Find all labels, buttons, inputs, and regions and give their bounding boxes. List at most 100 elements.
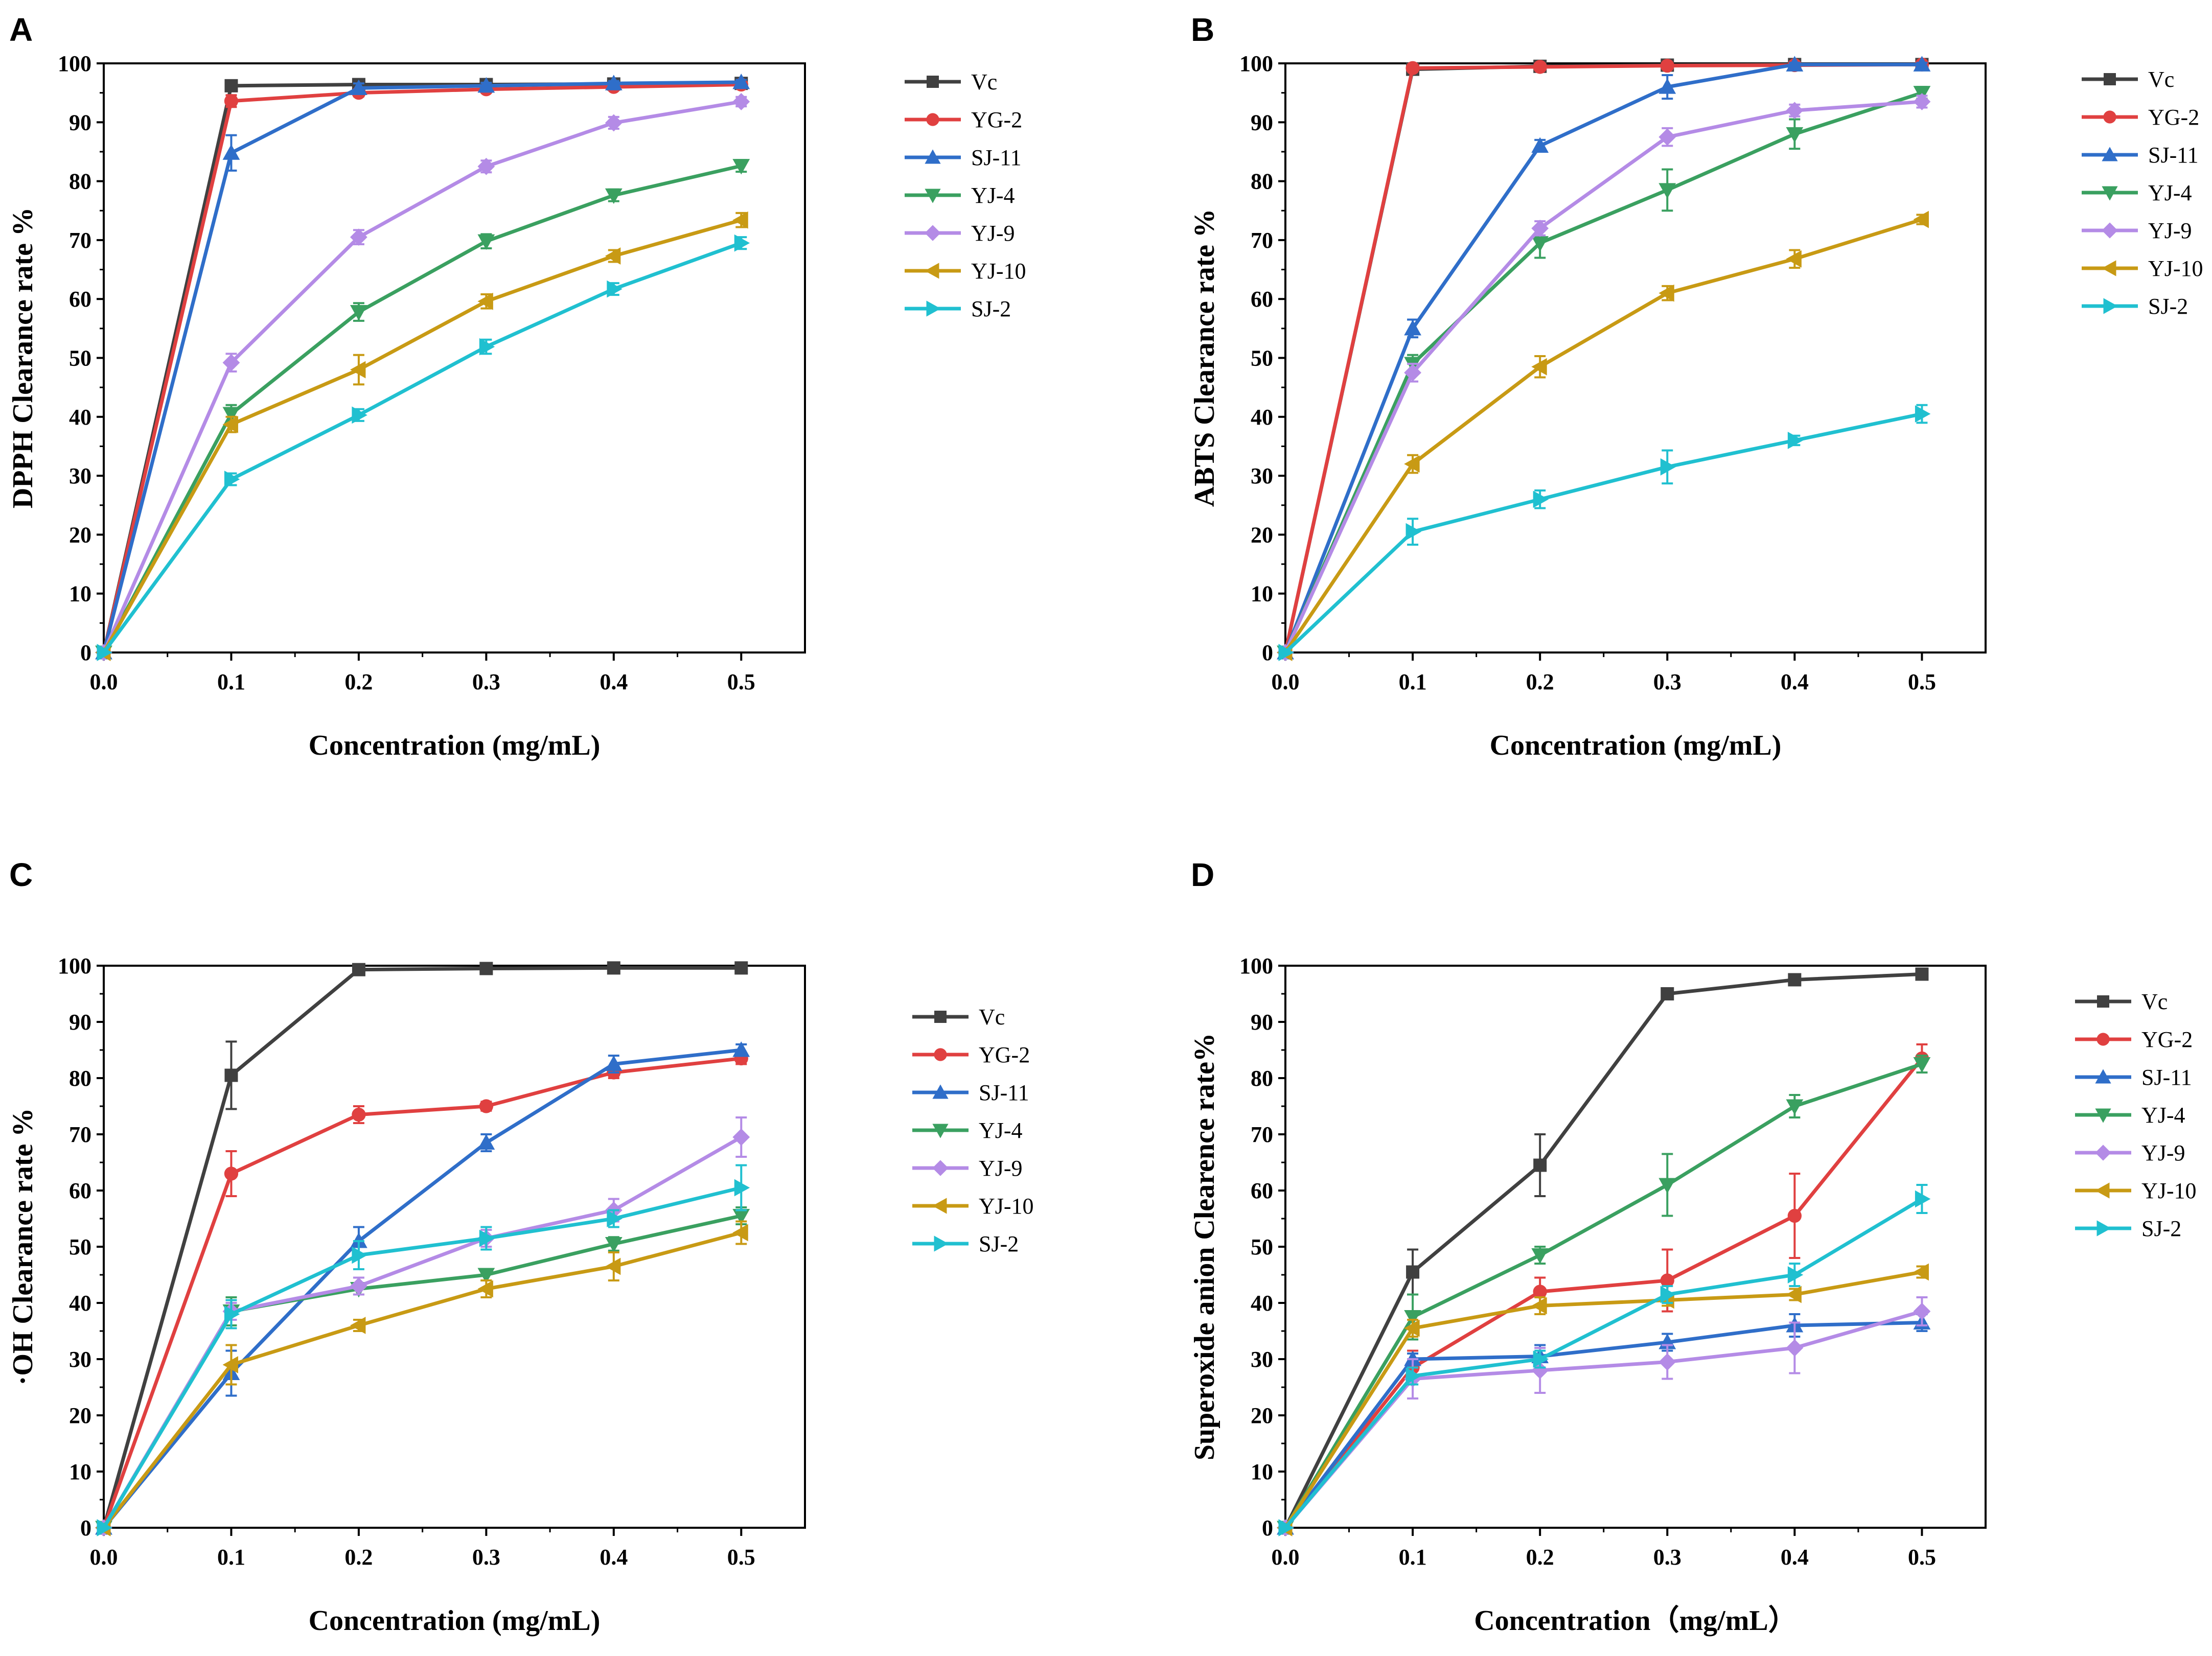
panel-b-series-yg-2-point xyxy=(1660,58,1674,73)
panel-a-series-yj-9-line xyxy=(102,100,742,654)
panel-a-series-sj-11-point xyxy=(477,77,495,93)
panel-a-plot-frame xyxy=(103,62,806,654)
panel-d-series-yj-4-point xyxy=(1531,1248,1549,1264)
panel-c-series-sj-2-line xyxy=(102,1186,742,1529)
panel-b-series-sj-11-line xyxy=(1283,62,1922,654)
panel-a-series-yj-4-point xyxy=(605,188,623,204)
panel-a-series-sj-11-point xyxy=(605,75,623,90)
panel-c-legend-marker xyxy=(934,1235,949,1252)
panel-b-series-yj-9-point xyxy=(1913,93,1931,110)
panel-a-series-yj-4-point xyxy=(477,234,495,250)
panel-b-ytick-label: 60 xyxy=(1251,287,1273,312)
panel-a-series-vc xyxy=(97,77,748,659)
panel-b-legend-marker xyxy=(2104,73,2116,85)
panel-d-xtick-label: 0.2 xyxy=(1526,1545,1554,1570)
panel-c-legend-label: YJ-9 xyxy=(979,1156,1023,1181)
panel-a-series-yj-10-point xyxy=(222,415,238,433)
panel-d-ytick-label: 60 xyxy=(1251,1178,1273,1203)
panel-d-legend-marker xyxy=(2095,1145,2111,1161)
panel-b: B 0 10 20 30 40 50 60 70 80 90 100 0.0 0.1 0.2 0.3 0.4 0.… xyxy=(1189,11,2203,761)
panel-a-series-yj-9-point xyxy=(350,228,367,246)
panel-d-series-yj-4-line xyxy=(1284,1062,1923,1529)
panel-b-ytick-label: 70 xyxy=(1251,228,1273,253)
panel-c-series-sj-2-point xyxy=(352,1246,367,1264)
panel-d-ytick-label: 80 xyxy=(1251,1066,1273,1091)
panel-a-series-sj-2-point xyxy=(734,234,750,252)
panel-b-ytick-label: 90 xyxy=(1251,110,1273,135)
panel-a-legend: Vc YG-2 SJ-11 YJ-4 YJ-9 YJ-10 SJ-2 xyxy=(905,69,1026,321)
panel-d-ytick-label: 100 xyxy=(1239,953,1273,978)
panel-a-series-sj-11-point xyxy=(350,79,367,95)
panel-c-ytick-label: 30 xyxy=(69,1347,91,1372)
panel-a-legend-marker xyxy=(926,113,939,126)
panel-c-series-yj-9-point xyxy=(732,1128,750,1146)
panel-c-series-sj-2-point xyxy=(607,1210,623,1227)
panel-c-series-yj-4-point xyxy=(477,1268,495,1284)
panel-a: A 0 10 20 30 40 50 60 70 80 90 100 0.0 0.1 0.2 0.3 0.4 0.… xyxy=(7,11,1026,761)
panel-a-series-yj-10-point xyxy=(732,211,748,229)
panel-c-series-yj-10-point xyxy=(605,1257,621,1275)
panel-a-ytick-label: 10 xyxy=(69,581,91,607)
panel-c-series-yj-10-point xyxy=(732,1224,748,1242)
panel-c-series-yj-10-point xyxy=(222,1356,238,1373)
panel-b-series-yj-10 xyxy=(1277,211,1929,661)
panel-c-series-yj-9 xyxy=(95,1116,750,1536)
panel-b-series-yj-9-point xyxy=(1404,364,1421,382)
panel-c-series-yj-9-line xyxy=(102,1135,743,1529)
panel-a-series-yj-9-point xyxy=(732,93,750,110)
panel-d-series-vc-point xyxy=(1915,967,1929,981)
panel-b-series-yj-10-point xyxy=(1786,250,1802,268)
panel-a-ytick-label: 80 xyxy=(69,169,91,194)
panel-d-series-sj-11-line xyxy=(1284,1321,1922,1529)
panel-d-series-sj-2-point xyxy=(1915,1190,1931,1208)
panel-d: D 0 10 20 30 40 50 60 70 80 90 100 0.0 0.1 0.2 0.3 0.4 0.… xyxy=(1189,856,2197,1637)
panel-b-legend-label: Vc xyxy=(2148,67,2174,92)
panel-c-xtick-label: 0.1 xyxy=(217,1545,245,1570)
panel-a-legend-label: YG-2 xyxy=(971,107,1022,132)
panel-c-series-sj-11-line xyxy=(102,1048,742,1529)
panel-c-ytick-label: 100 xyxy=(58,953,91,978)
panel-d-series-yg-2-line xyxy=(1284,1057,1924,1529)
panel-c: C 0 10 20 30 40 50 60 70 80 90 100 0.0 0.1 0.2 0.3 0.4 0.… xyxy=(7,856,1034,1637)
panel-d-plot-frame xyxy=(1284,965,1987,1529)
panel-c-legend-marker xyxy=(932,1160,949,1176)
panel-a-series-yj-10-line xyxy=(102,218,742,654)
panel-a-series-yj-10-point xyxy=(605,247,621,265)
panel-c-legend-label: YG-2 xyxy=(979,1042,1030,1067)
panel-d-series-yg-2-point xyxy=(1660,1273,1674,1288)
panel-d-xtick-label: 0.3 xyxy=(1653,1545,1681,1570)
panel-d-series-yg-2-point xyxy=(1533,1285,1547,1299)
panel-d-series-yj-10-point xyxy=(1786,1286,1802,1303)
panel-b-series-yj-4-point xyxy=(1786,127,1804,143)
panel-c-series-yj-9-point xyxy=(350,1277,367,1295)
panel-a-series-yg-2-point xyxy=(224,94,239,108)
panel-a-ytick-label: 60 xyxy=(69,287,91,312)
panel-b-series-sj-2-point xyxy=(1405,523,1421,541)
panel-b-series-yj-10-line xyxy=(1284,218,1923,654)
panel-d-ytick-label: 40 xyxy=(1251,1291,1273,1316)
panel-b-legend-marker xyxy=(2102,147,2118,161)
panel-c-legend-label: YJ-10 xyxy=(979,1194,1034,1219)
panel-a-xtick-label: 0.0 xyxy=(90,669,118,694)
panel-c-series-sj-2-point xyxy=(97,1519,112,1536)
panel-b-ytick-label: 50 xyxy=(1251,346,1273,371)
panel-b-legend-marker xyxy=(2102,222,2118,239)
panel-a-legend-marker xyxy=(925,225,941,241)
panel-d-ytick-label: 30 xyxy=(1251,1347,1273,1372)
panel-a-series-sj-2-point xyxy=(607,280,623,298)
panel-a-ytick-label: 30 xyxy=(69,463,91,488)
panel-a-legend-label: YJ-9 xyxy=(971,221,1015,246)
panel-d-series-sj-2-point xyxy=(1660,1286,1676,1303)
panel-a-series-yj-9-point xyxy=(605,114,623,132)
panel-a-ytick-label: 70 xyxy=(69,228,91,253)
panel-d-xtick-label: 0.0 xyxy=(1272,1545,1300,1570)
panel-b-legend: Vc YG-2 SJ-11 YJ-4 YJ-9 YJ-10 SJ-2 xyxy=(2082,67,2203,319)
panel-b-xtick-label: 0.5 xyxy=(1908,669,1936,694)
panel-c-ytick-label: 60 xyxy=(69,1178,91,1203)
panel-c-legend-marker xyxy=(932,1124,949,1138)
panel-b-series-yj-10-point xyxy=(1404,455,1420,473)
panel-a-series-sj-2-point xyxy=(479,338,495,356)
panel-c-series-vc-point xyxy=(734,961,748,975)
panel-d-xtick-label: 0.4 xyxy=(1781,1545,1809,1570)
panel-c-series-sj-11 xyxy=(95,1041,750,1535)
